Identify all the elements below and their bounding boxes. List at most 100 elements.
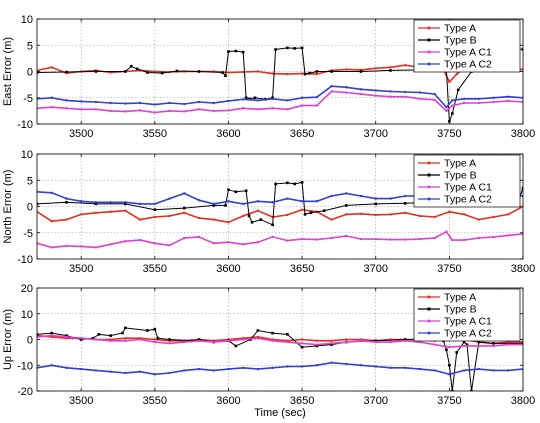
data-point [256, 337, 260, 340]
data-point [65, 366, 68, 370]
data-point [197, 339, 201, 342]
data-point [153, 70, 157, 73]
data-point [345, 192, 348, 195]
data-point [455, 72, 458, 76]
data-point [197, 108, 201, 111]
y-tick-label: 10 [21, 309, 33, 321]
data-point [345, 340, 348, 344]
data-point [124, 209, 127, 212]
data-point [477, 340, 481, 344]
data-point [418, 214, 422, 218]
data-point [94, 100, 98, 104]
series-line-type-a-c2 [37, 361, 523, 376]
data-point [183, 340, 186, 344]
data-point [521, 342, 523, 345]
data-point [94, 369, 98, 372]
x-tick-label: 3800 [511, 263, 535, 275]
x-axis-label: Time (sec) [254, 407, 306, 419]
data-point [271, 366, 274, 370]
data-point [507, 369, 510, 372]
data-point [418, 97, 422, 101]
data-point [97, 333, 101, 336]
data-point [374, 89, 377, 92]
data-point [300, 342, 304, 345]
data-point [374, 213, 377, 217]
data-point [389, 66, 392, 69]
data-point [79, 338, 83, 341]
data-point [300, 200, 304, 203]
data-point [330, 361, 333, 364]
series-line-type-a-c2 [37, 85, 523, 109]
legend-label: Type A C1 [444, 47, 492, 59]
data-point [50, 66, 53, 69]
data-point [433, 215, 436, 219]
legend-marker [427, 50, 431, 54]
data-point [183, 236, 186, 240]
data-point [418, 367, 422, 371]
data-point [293, 182, 297, 186]
data-point [389, 95, 392, 98]
data-point [227, 339, 230, 342]
data-point [138, 202, 142, 206]
data-point [183, 369, 186, 372]
data-point [455, 351, 459, 354]
y-tick-label: 0 [27, 67, 33, 79]
data-point [212, 109, 215, 113]
data-point [456, 88, 460, 92]
data-point [109, 243, 112, 246]
data-point [448, 373, 451, 376]
data-point [65, 335, 68, 339]
data-point [65, 201, 68, 204]
data-point [403, 90, 407, 94]
data-point [121, 331, 124, 335]
data-point [330, 343, 333, 346]
data-point [445, 348, 448, 352]
data-point [315, 343, 319, 346]
data-point [492, 100, 495, 104]
data-point [50, 246, 53, 249]
data-point [124, 326, 127, 330]
data-point [389, 90, 392, 93]
data-point [309, 211, 313, 215]
y-tick-label: 0 [27, 335, 33, 347]
data-point [168, 244, 171, 247]
legend-marker [427, 62, 431, 66]
legend-label: Type A [444, 292, 476, 304]
data-point [197, 338, 201, 341]
chart-panel-1: 3500 3550 3600 3650 3700 3750 3800 -10 -5 0 5 10 Eas… [2, 14, 535, 140]
data-point [403, 211, 407, 214]
data-point [271, 97, 274, 101]
data-point [403, 95, 407, 98]
data-point [79, 245, 83, 248]
data-point [451, 238, 454, 242]
y-axis-label: North Error (m) [2, 170, 14, 244]
data-point [403, 238, 407, 241]
data-point [492, 235, 495, 239]
data-point [451, 112, 454, 115]
x-tick-label: 3500 [69, 395, 93, 407]
data-point [153, 340, 157, 344]
data-point [156, 336, 160, 340]
data-point [153, 373, 157, 376]
data-point [234, 190, 238, 194]
data-point [124, 339, 127, 342]
data-point [50, 191, 53, 195]
data-point [462, 97, 466, 101]
data-point [256, 367, 260, 371]
y-tick-label: 5 [27, 40, 33, 52]
data-point [374, 339, 378, 343]
data-point [153, 208, 157, 211]
data-point [271, 201, 274, 204]
data-point [50, 331, 54, 335]
data-point [477, 344, 481, 348]
data-point [477, 97, 481, 101]
data-point [286, 333, 289, 336]
legend-label: Type B [444, 170, 477, 182]
data-point [315, 70, 319, 73]
data-point [315, 339, 319, 342]
data-point [109, 370, 112, 373]
data-point [65, 107, 68, 110]
data-point [212, 242, 215, 245]
data-point [50, 364, 53, 367]
data-point [65, 70, 68, 74]
